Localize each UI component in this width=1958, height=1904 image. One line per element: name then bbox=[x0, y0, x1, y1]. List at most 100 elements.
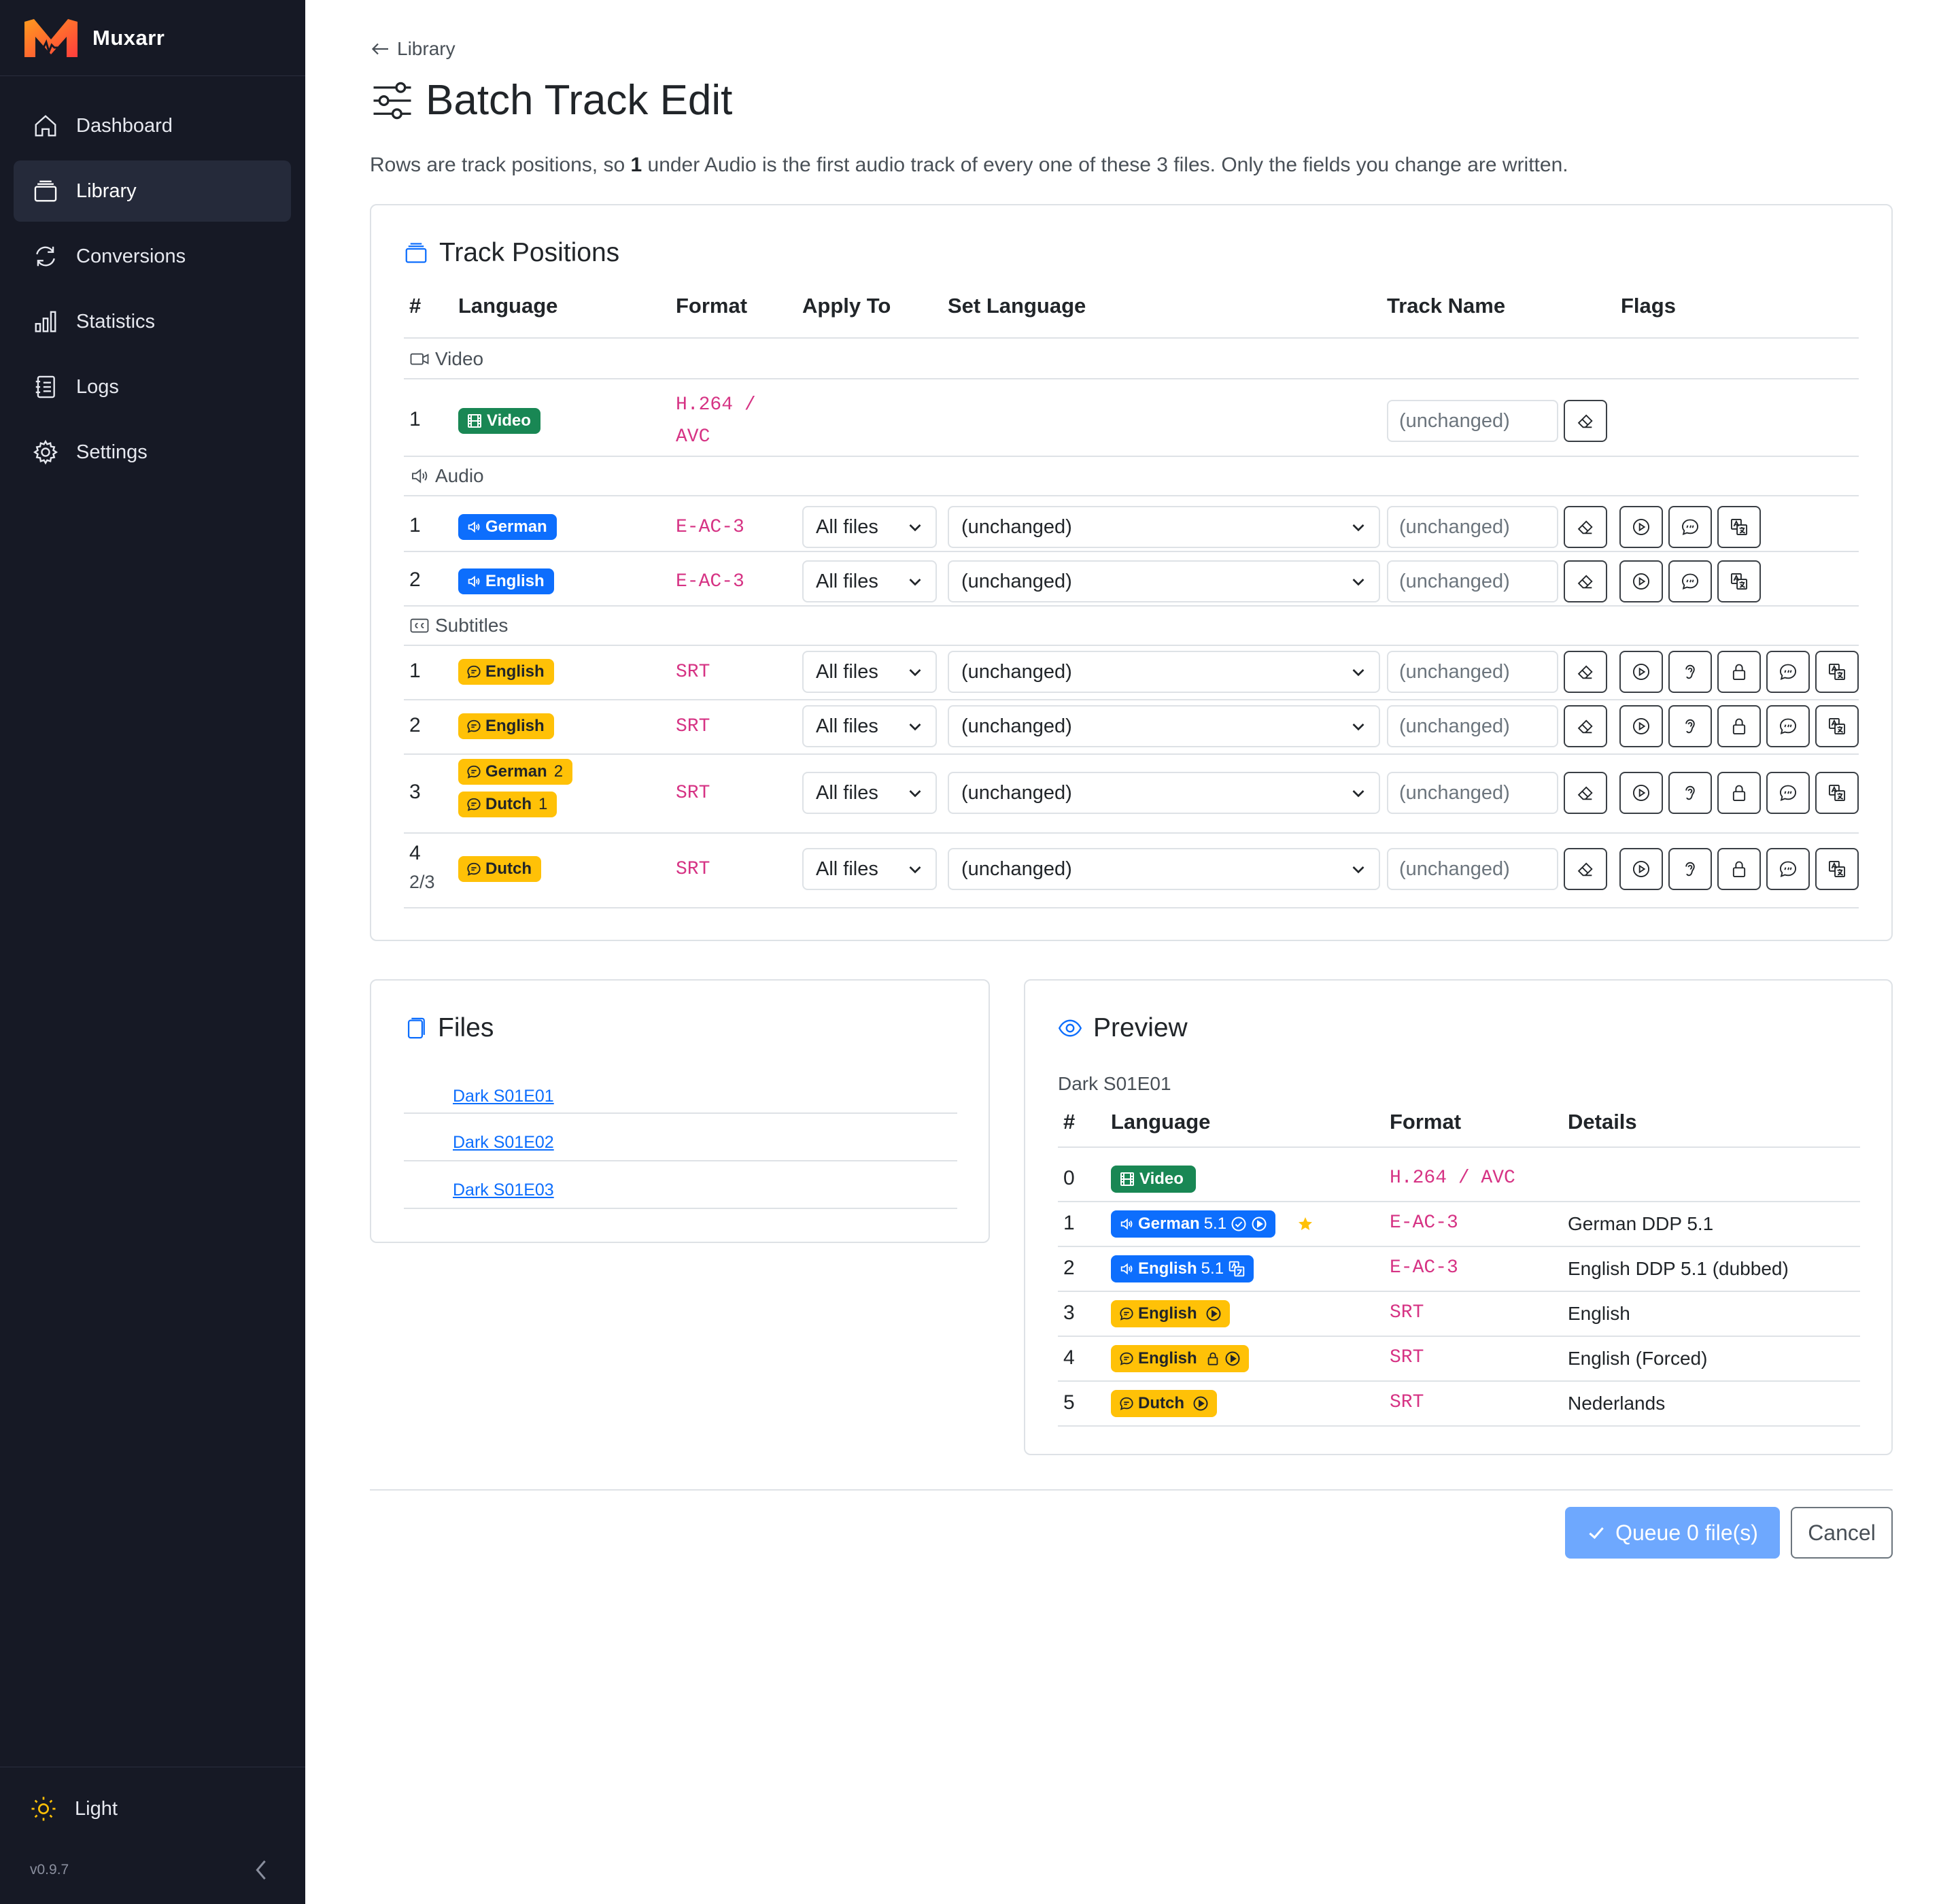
chat-text-icon bbox=[467, 798, 481, 811]
collapse-sidebar-button[interactable] bbox=[247, 1855, 275, 1885]
clear-name-button[interactable] bbox=[1564, 560, 1607, 602]
language-badge: Video bbox=[1111, 1166, 1196, 1193]
play-circle-icon bbox=[1632, 860, 1650, 878]
check-circle-icon bbox=[1231, 1217, 1246, 1231]
lock-icon bbox=[1732, 785, 1746, 802]
preview-file-name: Dark S01E01 bbox=[1058, 1073, 1171, 1094]
set-language-select[interactable]: (unchanged) bbox=[948, 651, 1380, 693]
track-name-input[interactable]: (unchanged) bbox=[1387, 560, 1558, 602]
collection-icon bbox=[34, 180, 57, 202]
flag-default-button[interactable] bbox=[1619, 772, 1663, 814]
select-value: (unchanged) bbox=[961, 570, 1072, 592]
apply-to-select[interactable]: All files bbox=[802, 848, 937, 890]
flag-commentary-button[interactable] bbox=[1766, 705, 1810, 747]
file-link[interactable]: Dark S01E01 bbox=[453, 1087, 554, 1106]
select-value: (unchanged) bbox=[961, 715, 1072, 737]
row-number: 3 bbox=[1063, 1302, 1075, 1324]
set-language-select[interactable]: (unchanged) bbox=[948, 560, 1380, 602]
apply-to-select[interactable]: All files bbox=[802, 560, 937, 602]
flag-translation-button[interactable] bbox=[1717, 506, 1761, 548]
flag-commentary-button[interactable] bbox=[1668, 506, 1712, 548]
track-name-input[interactable]: (unchanged) bbox=[1387, 400, 1558, 442]
chevron-down-icon bbox=[1352, 724, 1364, 731]
film-icon bbox=[468, 414, 481, 428]
set-language-select[interactable]: (unchanged) bbox=[948, 506, 1380, 548]
apply-to-select[interactable]: All files bbox=[802, 651, 937, 693]
clear-name-button[interactable] bbox=[1564, 705, 1607, 747]
flag-default-button[interactable] bbox=[1619, 705, 1663, 747]
flag-hearing-impaired-button[interactable] bbox=[1668, 772, 1712, 814]
cancel-button[interactable]: Cancel bbox=[1791, 1507, 1893, 1559]
set-language-select[interactable]: (unchanged) bbox=[948, 772, 1380, 814]
flag-default-button[interactable] bbox=[1619, 848, 1663, 890]
track-name-input[interactable]: (unchanged) bbox=[1387, 705, 1558, 747]
flag-default-button[interactable] bbox=[1619, 651, 1663, 693]
flag-commentary-button[interactable] bbox=[1668, 560, 1712, 602]
flag-commentary-button[interactable] bbox=[1766, 772, 1810, 814]
clear-name-button[interactable] bbox=[1564, 506, 1607, 548]
play-circle-icon bbox=[1252, 1217, 1267, 1231]
chat-text-icon bbox=[467, 765, 481, 779]
format-line: AVC bbox=[676, 426, 710, 447]
row-divider bbox=[1058, 1246, 1860, 1247]
flag-forced-button[interactable] bbox=[1717, 772, 1761, 814]
sidebar-item-logs[interactable]: Logs bbox=[14, 356, 291, 418]
chat-text-icon bbox=[467, 862, 481, 876]
brand[interactable]: Muxarr bbox=[23, 16, 165, 60]
file-link[interactable]: Dark S01E03 bbox=[453, 1180, 554, 1200]
sidebar-item-label: Library bbox=[76, 180, 137, 202]
track-name-input[interactable]: (unchanged) bbox=[1387, 651, 1558, 693]
flag-translation-button[interactable] bbox=[1717, 560, 1761, 602]
row-divider bbox=[1058, 1291, 1860, 1292]
sidebar-item-statistics[interactable]: Statistics bbox=[14, 291, 291, 352]
flag-forced-button[interactable] bbox=[1717, 848, 1761, 890]
track-name-input[interactable]: (unchanged) bbox=[1387, 772, 1558, 814]
volume-icon bbox=[1120, 1218, 1133, 1230]
play-circle-icon bbox=[1632, 573, 1650, 590]
apply-to-select[interactable]: All files bbox=[802, 705, 937, 747]
file-link[interactable]: Dark S01E02 bbox=[453, 1133, 554, 1152]
flag-default-button[interactable] bbox=[1619, 560, 1663, 602]
clear-name-button[interactable] bbox=[1564, 400, 1607, 442]
track-name-input[interactable]: (unchanged) bbox=[1387, 848, 1558, 890]
flag-commentary-button[interactable] bbox=[1766, 848, 1810, 890]
set-language-select[interactable]: (unchanged) bbox=[948, 848, 1380, 890]
sidebar-item-library[interactable]: Library bbox=[14, 160, 291, 222]
column-header: Set Language bbox=[948, 294, 1086, 318]
chat-text-icon bbox=[467, 665, 481, 679]
apply-to-select[interactable]: All files bbox=[802, 772, 937, 814]
flag-forced-button[interactable] bbox=[1717, 705, 1761, 747]
flag-translation-button[interactable] bbox=[1815, 848, 1859, 890]
track-name-input[interactable]: (unchanged) bbox=[1387, 506, 1558, 548]
flag-forced-button[interactable] bbox=[1717, 651, 1761, 693]
sidebar-item-settings[interactable]: Settings bbox=[14, 422, 291, 483]
clear-name-button[interactable] bbox=[1564, 772, 1607, 814]
translate-icon bbox=[1828, 784, 1846, 802]
clear-name-button[interactable] bbox=[1564, 651, 1607, 693]
sidebar-item-dashboard[interactable]: Dashboard bbox=[14, 95, 291, 156]
flag-default-button[interactable] bbox=[1619, 506, 1663, 548]
queue-button[interactable]: Queue 0 file(s) bbox=[1565, 1507, 1780, 1559]
breadcrumb-back-link[interactable]: Library bbox=[370, 38, 456, 60]
sync-icon bbox=[36, 246, 55, 267]
track-details: English DDP 5.1 (dubbed) bbox=[1568, 1258, 1789, 1279]
flag-hearing-impaired-button[interactable] bbox=[1668, 848, 1712, 890]
column-header: Details bbox=[1568, 1110, 1637, 1134]
flag-translation-button[interactable] bbox=[1815, 772, 1859, 814]
apply-to-select[interactable]: All files bbox=[802, 506, 937, 548]
eraser-icon bbox=[1577, 719, 1593, 734]
flag-hearing-impaired-button[interactable] bbox=[1668, 705, 1712, 747]
flag-commentary-button[interactable] bbox=[1766, 651, 1810, 693]
theme-toggle[interactable]: Light bbox=[30, 1795, 118, 1822]
flag-hearing-impaired-button[interactable] bbox=[1668, 651, 1712, 693]
flag-translation-button[interactable] bbox=[1815, 705, 1859, 747]
sidebar-item-conversions[interactable]: Conversions bbox=[14, 226, 291, 287]
clear-name-button[interactable] bbox=[1564, 848, 1607, 890]
select-value: (unchanged) bbox=[961, 515, 1072, 538]
set-language-select[interactable]: (unchanged) bbox=[948, 705, 1380, 747]
row-divider bbox=[1058, 1201, 1860, 1202]
column-header: Format bbox=[676, 294, 748, 318]
row-number: 1 bbox=[1063, 1212, 1075, 1234]
flag-translation-button[interactable] bbox=[1815, 651, 1859, 693]
row-number: 0 bbox=[1063, 1167, 1075, 1189]
